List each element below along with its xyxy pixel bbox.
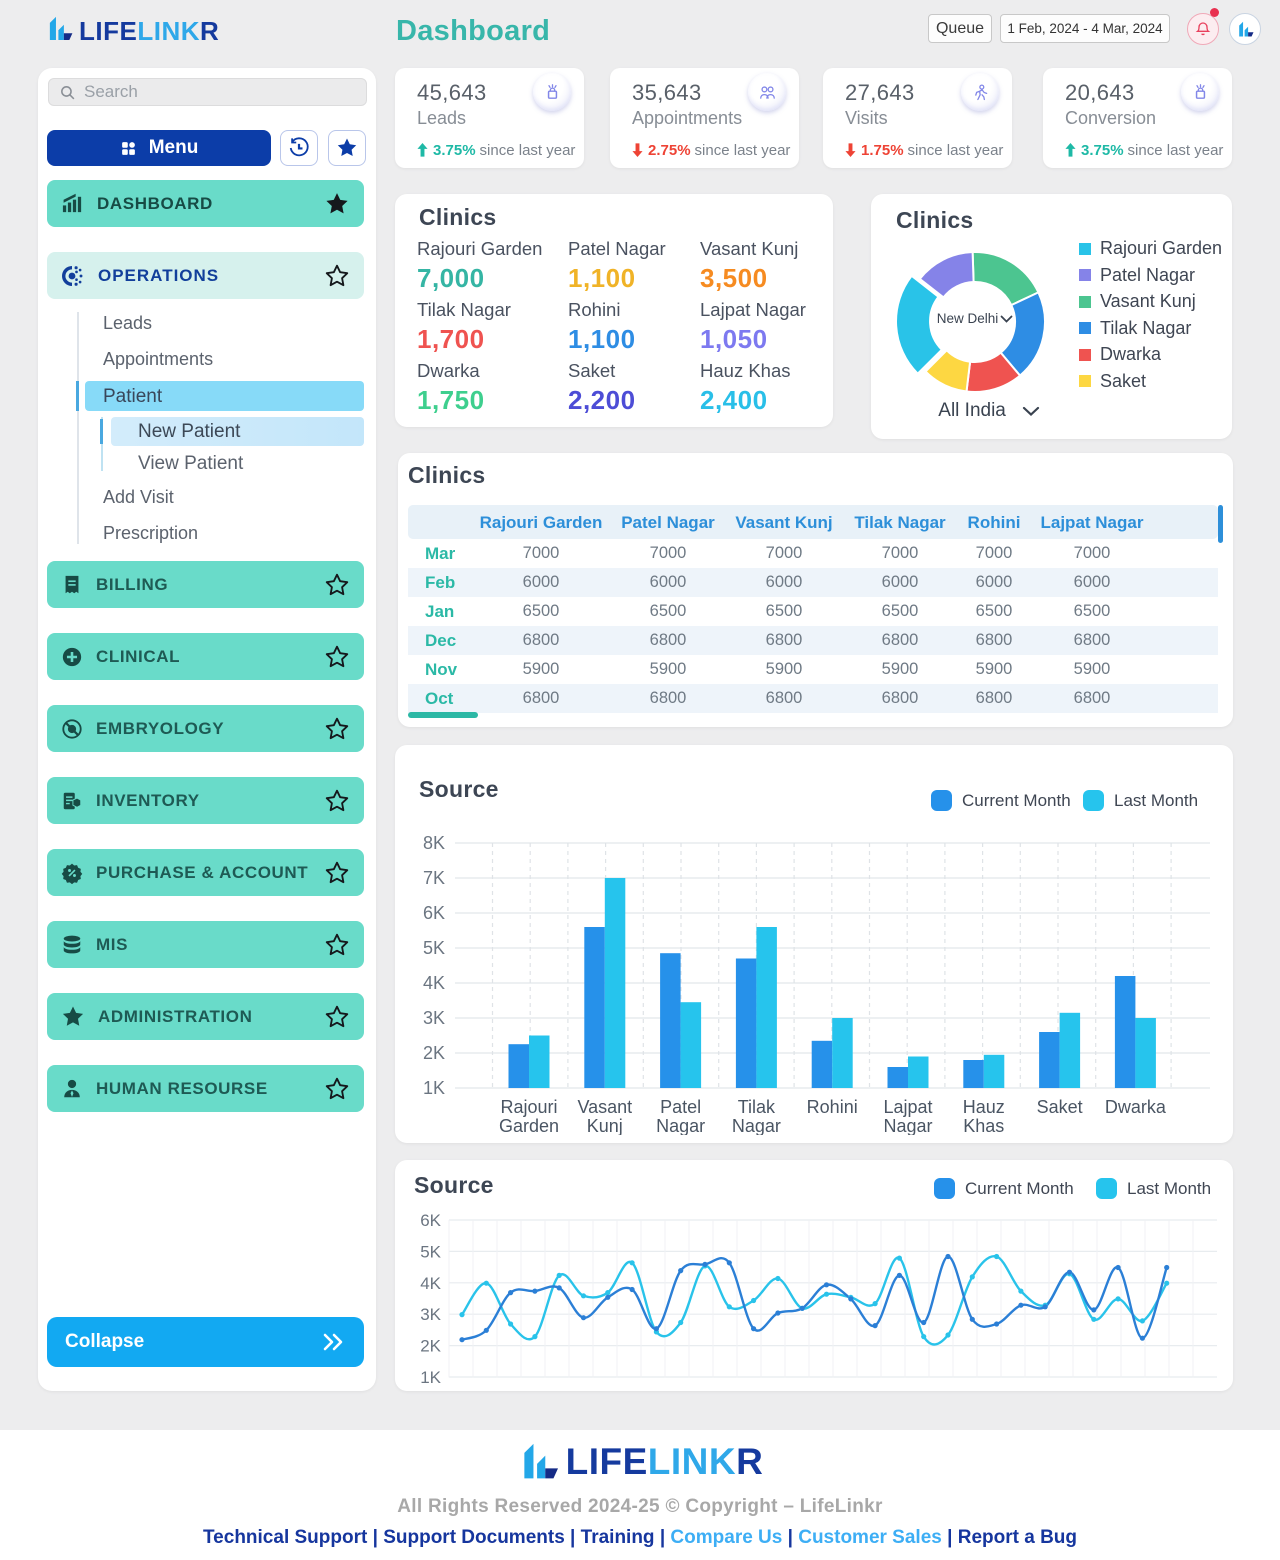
svg-text:1K: 1K [423, 1078, 445, 1098]
svg-text:Garden: Garden [499, 1116, 559, 1135]
svg-text:3K: 3K [420, 1305, 441, 1324]
svg-text:Rajouri: Rajouri [500, 1097, 557, 1117]
svg-text:Hauz: Hauz [963, 1097, 1005, 1117]
svg-text:Saket: Saket [1037, 1097, 1083, 1117]
svg-text:Dwarka: Dwarka [1105, 1097, 1167, 1117]
svg-text:Tilak: Tilak [738, 1097, 776, 1117]
svg-text:6K: 6K [420, 1211, 441, 1230]
svg-text:Nagar: Nagar [656, 1116, 705, 1135]
svg-text:7K: 7K [423, 868, 445, 888]
svg-text:Nagar: Nagar [883, 1116, 932, 1135]
svg-text:8K: 8K [423, 835, 445, 853]
svg-text:Rohini: Rohini [807, 1097, 858, 1117]
svg-text:1K: 1K [420, 1368, 441, 1387]
svg-text:5K: 5K [420, 1242, 441, 1261]
svg-text:Lajpat: Lajpat [883, 1097, 932, 1117]
svg-text:4K: 4K [420, 1274, 441, 1293]
svg-text:2K: 2K [423, 1043, 445, 1063]
svg-text:Nagar: Nagar [732, 1116, 781, 1135]
svg-text:2K: 2K [420, 1337, 441, 1356]
svg-text:5K: 5K [423, 938, 445, 958]
svg-text:4K: 4K [423, 973, 445, 993]
svg-text:Khas: Khas [963, 1116, 1004, 1135]
svg-text:Patel: Patel [660, 1097, 701, 1117]
svg-text:Kunj: Kunj [587, 1116, 623, 1135]
svg-text:6K: 6K [423, 903, 445, 923]
svg-text:Vasant: Vasant [577, 1097, 632, 1117]
svg-text:3K: 3K [423, 1008, 445, 1028]
